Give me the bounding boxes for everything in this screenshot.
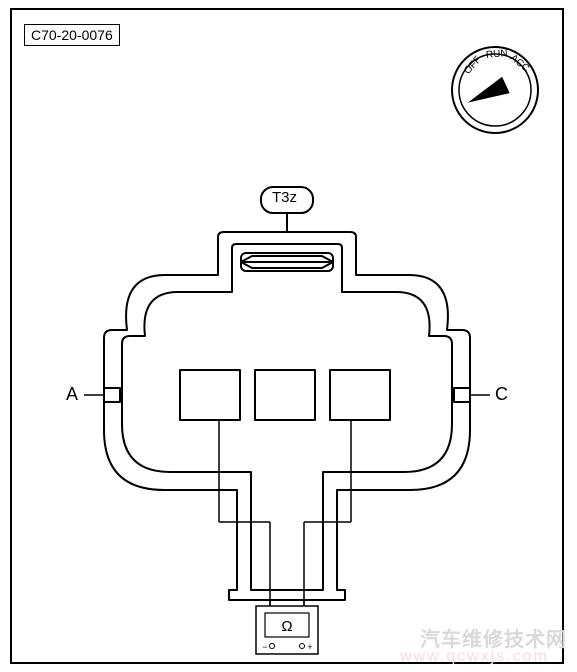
svg-text:+: + — [307, 642, 312, 652]
pin-label-c: C — [495, 384, 508, 405]
connector-drawing: Ω − + — [0, 0, 577, 672]
ohmmeter-icon: Ω − + — [256, 600, 318, 654]
ohm-symbol: Ω — [281, 618, 292, 635]
diagram-root: C70-20-0076 OFF RUN ACC — [0, 0, 577, 672]
svg-text:−: − — [262, 642, 267, 652]
connector-id-label: T3z — [272, 189, 297, 206]
pin-label-a: A — [66, 384, 78, 405]
